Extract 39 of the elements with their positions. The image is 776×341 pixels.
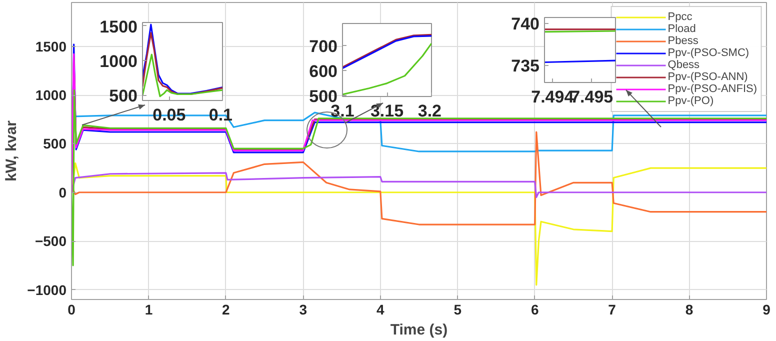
x-tick-label: 3.15 [370, 102, 404, 120]
line-series [342, 42, 432, 96]
y-tick-label: 1000 [35, 87, 67, 104]
x-axis-title: Time (s) [390, 322, 448, 338]
y-tick-label: 1000 [100, 52, 138, 71]
x-tick-label: 3 [299, 302, 308, 318]
y-tick-label: −1000 [27, 282, 67, 298]
x-tick-label: 4 [376, 302, 384, 318]
line-series [72, 162, 766, 286]
legend-label: Ppcc [668, 11, 692, 23]
y-tick-label: 1500 [100, 18, 138, 36]
y-tick-label: 500 [43, 136, 67, 152]
x-tick-label: 5 [454, 302, 462, 318]
x-tick-label: 1 [144, 302, 153, 318]
x-tick-label: 8 [685, 302, 694, 318]
legend-label: Qbess [668, 59, 700, 71]
line-series [142, 54, 222, 98]
x-tick-label: 9 [762, 302, 771, 318]
y-tick-label: 500 [109, 86, 138, 106]
y-tick-label: 0 [58, 184, 67, 200]
x-tick-label: 3.2 [418, 102, 442, 120]
line-series [72, 131, 766, 226]
y-axis-title: kW, kvar [3, 120, 20, 182]
x-tick-label: 6 [530, 302, 539, 318]
y-tick-label: −500 [34, 233, 67, 250]
legend-label: Ppv-(PSO-ANFIS) [668, 83, 757, 95]
legend-label: Ppv-(PSO-ANN) [668, 71, 748, 83]
y-tick-label: 735 [511, 56, 540, 76]
legend-label: Ppv-(PO) [668, 95, 714, 107]
x-tick-label: 2 [222, 302, 230, 318]
legend-label: Ppv-(PSO-SMC) [668, 47, 750, 59]
legend-label: Pload [668, 23, 696, 35]
x-tick-label: 7 [608, 302, 616, 318]
line-series [72, 172, 766, 198]
y-tick-label: 600 [309, 62, 338, 81]
y-tick-label: 740 [511, 14, 540, 34]
y-tick-label: 1500 [35, 38, 67, 54]
y-tick-label: 700 [309, 36, 338, 56]
legend-label: Pbess [668, 35, 698, 47]
